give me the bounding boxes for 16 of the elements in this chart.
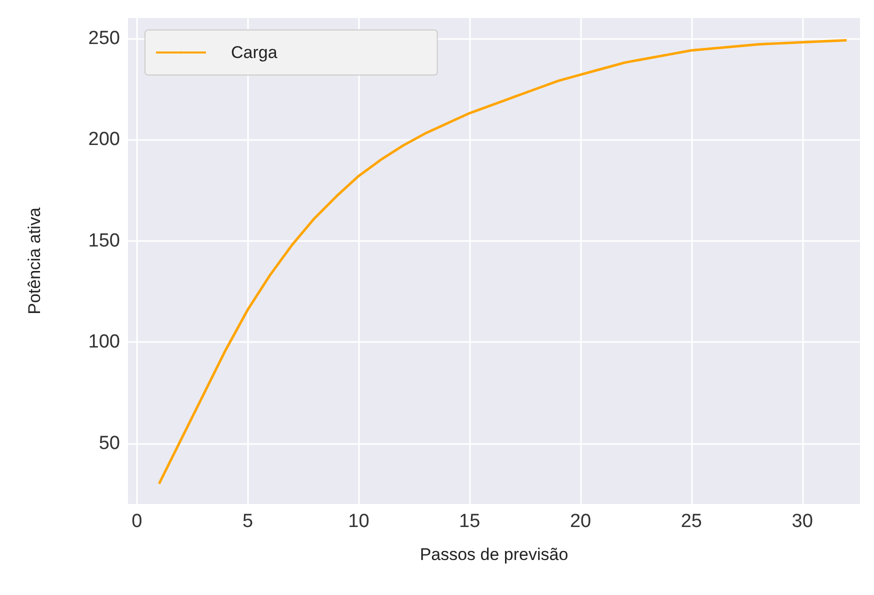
x-tick-label: 0	[132, 511, 142, 532]
y-tick-label: 200	[88, 129, 120, 150]
legend-label: Carga	[231, 43, 278, 62]
x-tick-label: 10	[348, 511, 370, 532]
x-axis-title: Passos de previsão	[420, 545, 568, 564]
x-tick-label: 5	[242, 511, 254, 532]
x-tick-label: 15	[459, 511, 480, 532]
y-axis-title: Potência ativa	[25, 207, 44, 314]
x-tick-label: 20	[570, 511, 592, 532]
x-tick-label: 30	[792, 511, 813, 532]
y-tick-label: 50	[98, 432, 120, 454]
x-tick-label: 25	[680, 511, 702, 532]
y-tick-label: 150	[88, 230, 120, 252]
y-tick-label: 100	[88, 332, 120, 352]
y-tick-label: 250	[88, 28, 120, 49]
line-series	[158, 39, 848, 485]
